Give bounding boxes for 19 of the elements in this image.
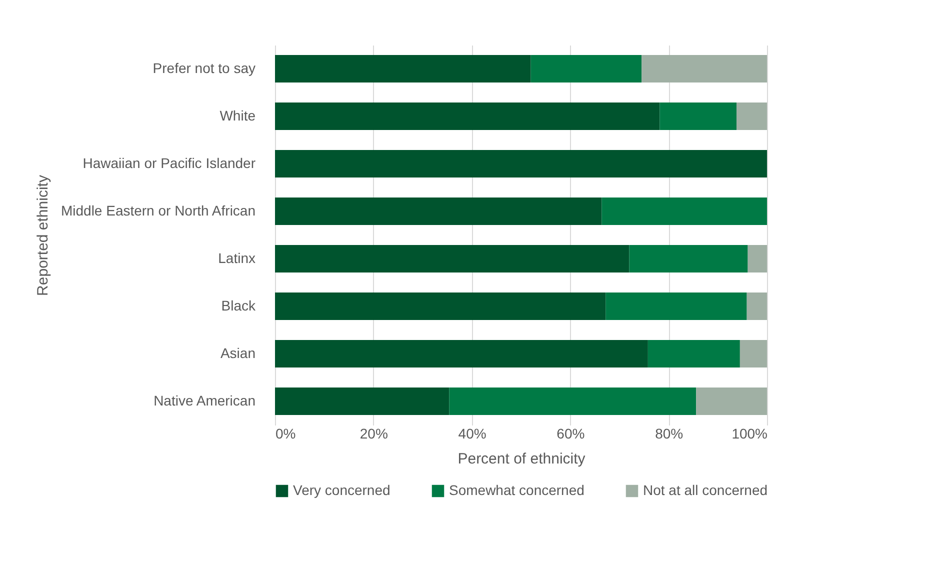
x-tick-label: 60% (556, 426, 585, 442)
y-tick-label: Native American (154, 392, 256, 408)
legend-label: Somewhat concerned (449, 482, 584, 498)
y-tick-label: Hawaiian or Pacific Islander (82, 154, 256, 171)
y-tick-label: Prefer not to say (152, 60, 256, 76)
y-tick-label: Latinx (218, 250, 256, 266)
x-tick-label: 100% (732, 426, 768, 442)
y-tick-label: Middle Eastern or North African (60, 202, 256, 218)
y-tick-label: Asian (220, 344, 256, 361)
y-tick-label: Black (221, 297, 256, 314)
y-axis-title: Reported ethnicity (34, 174, 52, 296)
x-axis-title: Percent of ethnicity (458, 450, 586, 468)
x-tick-label: 80% (655, 426, 684, 442)
x-tick-label: 40% (458, 426, 486, 442)
legend-label: Not at all concerned (643, 482, 768, 498)
y-tick-label: White (220, 107, 256, 124)
x-tick-label: 0% (276, 426, 296, 442)
x-tick-label: 20% (360, 426, 388, 442)
legend-label: Very concerned (293, 482, 390, 498)
